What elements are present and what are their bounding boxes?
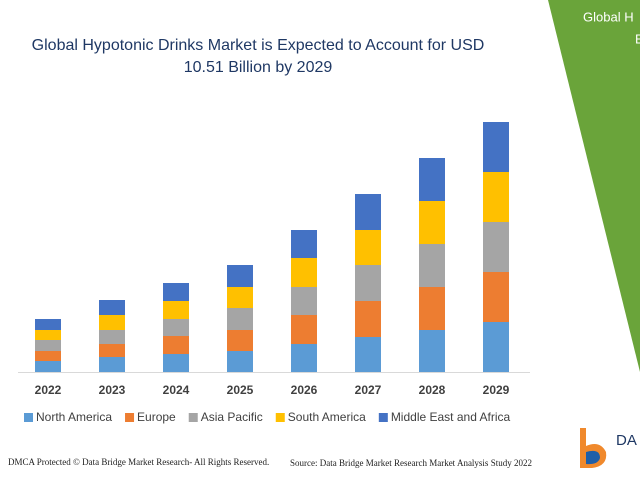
bar-segment bbox=[227, 287, 253, 308]
side-panel-text: E bbox=[635, 31, 640, 46]
bar-segment bbox=[99, 344, 125, 357]
bar-segment bbox=[163, 301, 189, 319]
bar-segment bbox=[99, 300, 125, 315]
bar-segment bbox=[483, 272, 509, 322]
bar-segment bbox=[227, 308, 253, 330]
x-tick-label: 2023 bbox=[99, 383, 126, 397]
side-panel bbox=[548, 0, 640, 372]
bar-segment bbox=[355, 265, 381, 301]
bar-segment bbox=[355, 230, 381, 265]
legend-label: Europe bbox=[137, 410, 176, 424]
bar-segment bbox=[227, 330, 253, 351]
bar-segment bbox=[419, 330, 445, 372]
x-tick-label: 2022 bbox=[35, 383, 62, 397]
bar-segment bbox=[99, 315, 125, 330]
bar-segment bbox=[355, 337, 381, 372]
x-tick-label: 2027 bbox=[355, 383, 382, 397]
legend-swatch bbox=[378, 413, 388, 422]
bar-segment bbox=[291, 258, 317, 287]
chart-title: 10.51 Billion by 2029 bbox=[184, 59, 333, 76]
bar-segment bbox=[99, 330, 125, 344]
logo-text: DA bbox=[616, 432, 637, 449]
legend-swatch bbox=[125, 413, 135, 422]
bar-segment bbox=[163, 354, 189, 372]
bar-segment bbox=[355, 301, 381, 337]
bar-segment bbox=[291, 287, 317, 315]
bar-segment bbox=[99, 357, 125, 372]
logo: DA bbox=[580, 428, 637, 468]
legend-swatch bbox=[275, 413, 285, 422]
bar-segment bbox=[163, 336, 189, 354]
legend-swatch bbox=[24, 413, 33, 422]
footer-right: Source: Data Bridge Market Research Mark… bbox=[290, 458, 532, 468]
bar-segment bbox=[483, 222, 509, 272]
chart-title: Global Hypotonic Drinks Market is Expect… bbox=[32, 37, 485, 54]
x-tick-label: 2024 bbox=[163, 383, 190, 397]
legend-label: Asia Pacific bbox=[201, 410, 263, 424]
side-panel-text: Global H bbox=[583, 9, 634, 24]
x-tick-label: 2028 bbox=[419, 383, 446, 397]
bar-segment bbox=[35, 319, 61, 330]
x-tick-label: 2025 bbox=[227, 383, 254, 397]
logo-mark bbox=[586, 450, 600, 465]
legend-swatch bbox=[188, 413, 198, 422]
bar-segment bbox=[35, 361, 61, 372]
bar-segment bbox=[291, 230, 317, 258]
x-tick-label: 2026 bbox=[291, 383, 318, 397]
bar-segment bbox=[291, 315, 317, 344]
bar-segment bbox=[163, 283, 189, 301]
bar-segment bbox=[355, 194, 381, 230]
bar-segment bbox=[419, 158, 445, 201]
bar-segment bbox=[227, 351, 253, 372]
bar-segment bbox=[163, 319, 189, 336]
bar-segment bbox=[227, 265, 253, 287]
bar-segment bbox=[419, 201, 445, 244]
legend-label: North America bbox=[36, 410, 112, 424]
bar-segment bbox=[35, 340, 61, 351]
bar-segment bbox=[419, 287, 445, 330]
bar-segment bbox=[35, 351, 61, 361]
legend-label: South America bbox=[288, 410, 366, 424]
footer-left: DMCA Protected © Data Bridge Market Rese… bbox=[8, 457, 269, 467]
bar-segment bbox=[483, 172, 509, 222]
bar-segment bbox=[483, 122, 509, 172]
bar-segment bbox=[35, 330, 61, 340]
x-tick-label: 2029 bbox=[483, 383, 510, 397]
bar-segment bbox=[419, 244, 445, 287]
legend-label: Middle East and Africa bbox=[391, 410, 511, 424]
bar-segment bbox=[483, 322, 509, 372]
bar-segment bbox=[291, 344, 317, 372]
